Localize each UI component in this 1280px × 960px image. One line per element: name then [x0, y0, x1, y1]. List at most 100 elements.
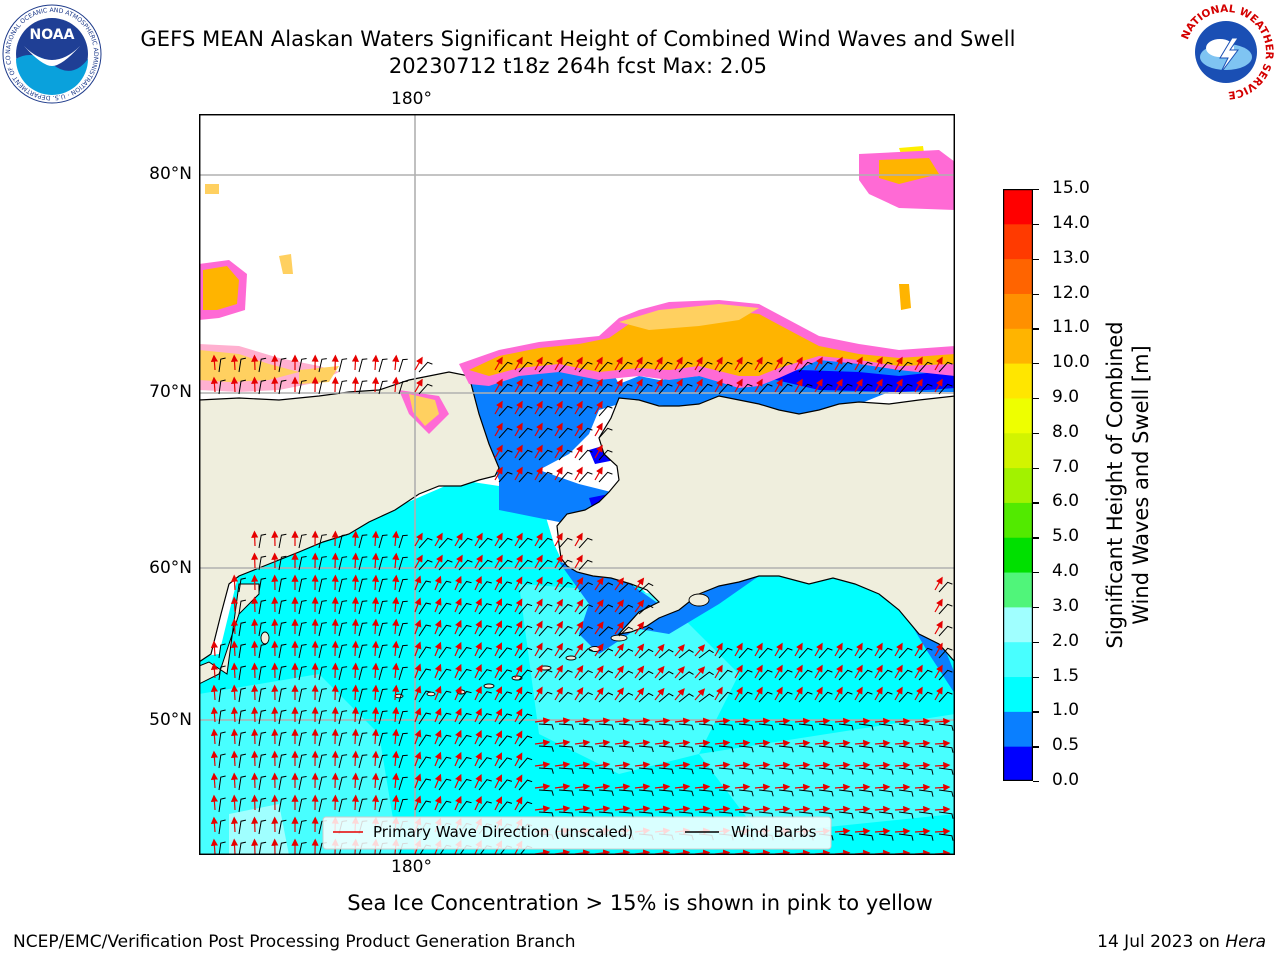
wave-arrow [454, 619, 462, 635]
wave-arrow [874, 739, 891, 747]
wind-barb [938, 745, 954, 753]
wind-barb [218, 379, 226, 395]
wind-barb [618, 767, 634, 775]
wind-legend-label: Wind Barbs [731, 823, 817, 841]
wave-arrow [834, 827, 851, 835]
wind-barb [438, 580, 452, 593]
wave-arrow [251, 706, 259, 723]
wind-barb [538, 625, 553, 637]
colorbar-tick-label: 5.0 [1052, 526, 1080, 547]
wave-arrow [894, 642, 903, 657]
wave-arrow [210, 728, 219, 745]
wind-barb [378, 754, 388, 769]
wave-arrow [874, 686, 883, 701]
wind-barb [438, 756, 452, 769]
wave-arrow [210, 706, 219, 723]
wave-arrow [934, 378, 943, 393]
wind-barb [838, 669, 853, 681]
wave-arrow [854, 642, 863, 657]
wave-arrow [894, 686, 903, 701]
wave-arrow [594, 739, 611, 747]
colorbar-cell [1003, 363, 1033, 399]
wind-barb [438, 537, 453, 549]
colorbar-tick-mark [1033, 397, 1039, 400]
wind-barb [598, 670, 614, 681]
wind-barb [398, 666, 408, 681]
wave-arrow [614, 599, 624, 613]
wave-arrow [534, 378, 543, 393]
wind-barb [358, 358, 368, 373]
wave-arrow [434, 554, 443, 569]
wind-barb [798, 789, 814, 797]
wave-arrow [734, 783, 751, 791]
wave-arrow [634, 378, 643, 393]
wave-arrow [814, 686, 823, 701]
wave-arrow [414, 663, 422, 679]
wind-barb [398, 534, 408, 549]
wind-barb [838, 811, 854, 819]
wind-barb [418, 559, 433, 571]
wave-arrow [654, 665, 665, 679]
wind-barb [278, 731, 287, 747]
wave-arrow [534, 664, 543, 679]
wave-arrow [794, 761, 811, 769]
colorbar-cell [1003, 676, 1033, 712]
wave-arrow [554, 554, 563, 569]
wave-arrow [434, 685, 442, 701]
wind-barb [478, 625, 492, 637]
wind-barb [618, 723, 634, 731]
wind-barb [838, 767, 854, 775]
wave-arrow [534, 783, 551, 791]
colorbar-tick-mark [1033, 746, 1039, 748]
wave-arrow [854, 783, 871, 791]
wave-arrow [754, 783, 771, 791]
wind-barb [678, 745, 694, 753]
wind-barb [658, 692, 674, 703]
wave-arrow [854, 805, 871, 813]
colorbar-tick-mark [1033, 781, 1039, 783]
wave-arrow [514, 620, 523, 635]
wind-barb [918, 811, 934, 819]
wind-barb [518, 757, 533, 769]
wave-arrow [734, 717, 751, 725]
wind-barb [558, 767, 574, 774]
wind-barb [238, 379, 247, 395]
colorbar-cell [1003, 189, 1033, 225]
wave-arrow [474, 575, 482, 591]
wave-arrow [371, 552, 380, 569]
wind-barb [718, 691, 733, 703]
wind-barb [458, 559, 473, 571]
wave-arrow [514, 642, 523, 657]
wave-arrow [534, 422, 543, 437]
wave-arrow [594, 805, 611, 813]
wind-barb [598, 648, 614, 659]
wave-arrow [614, 665, 624, 679]
wave-arrow [514, 686, 523, 701]
wave-arrow [714, 356, 723, 371]
wave-arrow [534, 444, 543, 459]
wind-barb [598, 745, 614, 753]
wave-arrow [734, 664, 743, 679]
wind-barb [878, 691, 893, 703]
wind-barb [818, 383, 833, 395]
wind-barb [778, 789, 794, 797]
wind-barb [478, 801, 492, 813]
wave-arrow [371, 706, 380, 723]
wave-arrow [634, 783, 651, 791]
wind-barb [498, 471, 513, 483]
wave-arrow [251, 596, 259, 613]
wind-barb [898, 789, 914, 797]
wave-arrow [674, 761, 691, 769]
map-legend: Primary Wave Direction (unscaled) Wind B… [322, 816, 832, 850]
wave-arrow [514, 796, 523, 811]
wave-arrow [534, 739, 551, 747]
wave-arrow [230, 574, 239, 591]
wave-arrow [874, 827, 891, 835]
wave-arrow [694, 644, 706, 657]
wave-arrow [474, 641, 482, 657]
wave-arrow [351, 772, 360, 789]
wind-barb [878, 789, 894, 797]
wind-barb [278, 775, 287, 791]
colorbar-tick-label: 0.0 [1052, 770, 1080, 790]
wave-arrow [614, 717, 631, 725]
